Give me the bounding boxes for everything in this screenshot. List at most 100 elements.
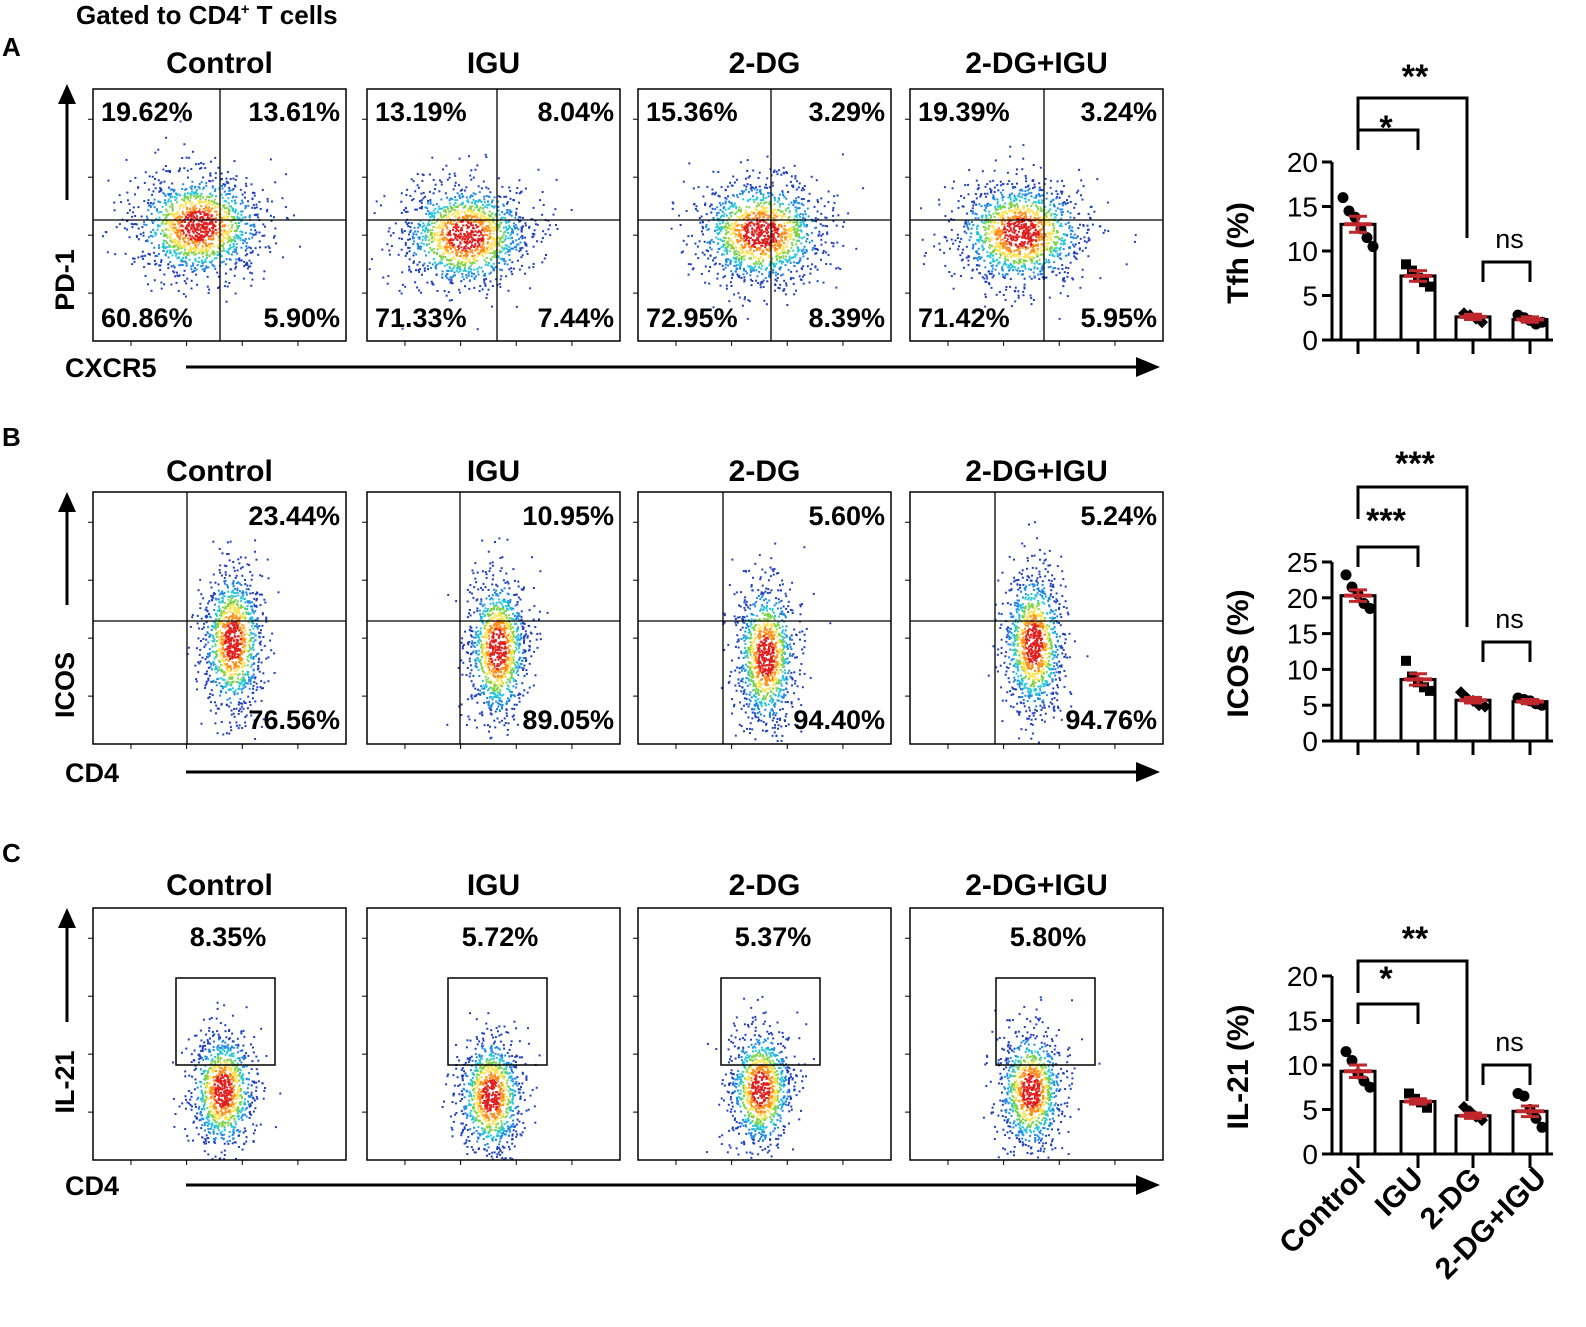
cell-event <box>728 224 731 227</box>
cell-event <box>943 251 946 254</box>
cell-event <box>975 250 978 253</box>
cell-event <box>185 252 188 255</box>
cell-event <box>786 246 789 248</box>
cell-event <box>194 163 197 166</box>
cell-event <box>498 282 501 285</box>
cell-event <box>982 248 985 250</box>
cell-event <box>221 208 223 211</box>
cell-event <box>501 246 504 249</box>
cell-event <box>1035 260 1038 262</box>
cell-event <box>205 184 208 187</box>
cell-event <box>756 217 759 220</box>
cell-event <box>521 264 523 267</box>
cell-event <box>170 213 173 216</box>
cell-event <box>188 224 191 226</box>
cell-event <box>994 207 997 210</box>
cell-event <box>420 291 422 294</box>
cell-event <box>184 188 187 191</box>
cell-event <box>241 233 244 236</box>
cell-event <box>774 289 776 292</box>
cell-event <box>957 248 960 251</box>
cell-event <box>758 263 761 266</box>
cell-event <box>460 280 463 283</box>
cell-event <box>735 233 738 236</box>
cell-event <box>1081 276 1084 279</box>
cell-event <box>170 227 173 230</box>
cell-event <box>477 221 480 224</box>
cell-event <box>454 230 457 233</box>
cell-event <box>226 234 229 237</box>
cell-event <box>984 266 987 269</box>
cell-event <box>213 207 216 210</box>
cell-event <box>200 221 203 224</box>
cell-event <box>685 210 688 212</box>
cell-event <box>473 259 475 262</box>
cell-event <box>756 236 759 239</box>
cell-event <box>741 214 744 217</box>
cell-event <box>440 198 443 201</box>
cell-event <box>540 240 543 243</box>
cell-event <box>773 223 776 226</box>
cell-event <box>508 250 511 253</box>
cell-event <box>220 254 223 257</box>
cell-event <box>466 200 469 203</box>
cell-event <box>965 232 968 235</box>
cell-event <box>476 328 479 331</box>
cell-event <box>153 279 156 282</box>
cell-event <box>150 231 153 234</box>
cell-event <box>713 263 716 266</box>
cell-event <box>164 254 167 257</box>
cell-event <box>778 256 781 259</box>
cell-event <box>200 230 203 233</box>
cell-event <box>443 236 446 239</box>
cell-event <box>1006 183 1009 186</box>
cell-event <box>814 252 817 255</box>
cell-event <box>503 258 506 261</box>
cell-event <box>238 225 241 227</box>
cell-event <box>753 246 756 248</box>
cell-event <box>427 251 430 254</box>
cell-event <box>197 236 200 239</box>
cell-event <box>181 198 184 201</box>
cell-event <box>234 222 237 225</box>
cell-event <box>783 236 786 239</box>
cell-event <box>451 263 454 266</box>
cell-event <box>1058 248 1061 251</box>
cell-event <box>189 234 192 237</box>
cell-event <box>432 258 435 261</box>
cell-event <box>268 247 271 249</box>
cell-event <box>1064 239 1067 242</box>
cell-event <box>164 246 167 249</box>
cell-event <box>223 199 226 202</box>
cell-event <box>177 220 180 223</box>
cell-event <box>1022 262 1025 265</box>
cell-event <box>788 255 791 258</box>
cell-event <box>431 215 434 218</box>
cell-event <box>990 264 993 267</box>
cell-event <box>749 278 752 281</box>
cell-event <box>780 218 783 221</box>
cell-event <box>456 249 459 251</box>
cell-event <box>724 243 727 246</box>
cell-event <box>152 190 155 193</box>
cell-event <box>386 282 389 285</box>
cell-event <box>483 212 486 215</box>
cell-event <box>1011 192 1013 195</box>
cell-event <box>1018 195 1021 198</box>
cell-event <box>1061 179 1064 182</box>
cell-event <box>709 246 711 249</box>
cell-event <box>1048 253 1051 256</box>
cell-event <box>232 250 235 253</box>
cell-event <box>187 176 189 179</box>
cell-event <box>468 226 470 229</box>
cell-event <box>531 232 534 235</box>
cell-event <box>471 238 474 241</box>
cell-event <box>441 273 444 276</box>
cell-event <box>464 204 467 207</box>
cell-event <box>1036 267 1039 270</box>
cell-event <box>443 290 446 292</box>
gate-title: Gated to CD4+ T cells <box>76 0 338 30</box>
cell-event <box>1010 264 1012 267</box>
cell-event <box>813 247 816 250</box>
cell-event <box>181 225 184 228</box>
